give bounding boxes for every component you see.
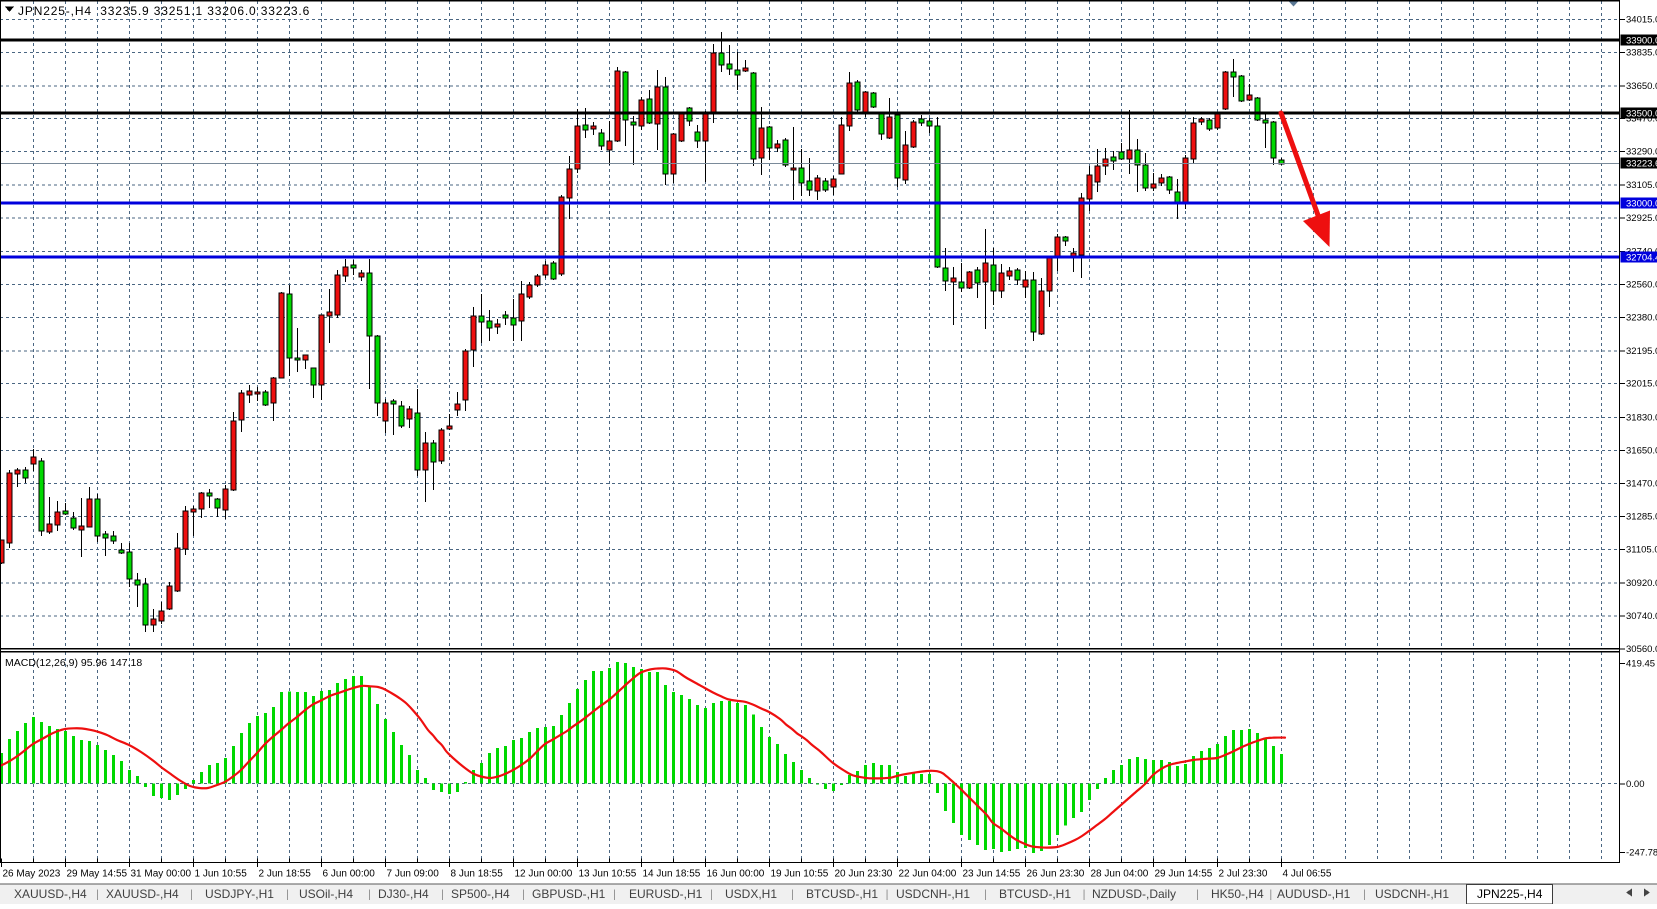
svg-text:28 Jun 04:00: 28 Jun 04:00 — [1091, 869, 1149, 880]
svg-text:7 Jun 09:00: 7 Jun 09:00 — [387, 869, 440, 880]
svg-text:12 Jun 00:00: 12 Jun 00:00 — [515, 869, 573, 880]
svg-text:23 Jun 14:55: 23 Jun 14:55 — [963, 869, 1021, 880]
svg-text:31650.0: 31650.0 — [1626, 446, 1657, 457]
svg-text:4 Jul 06:55: 4 Jul 06:55 — [1283, 869, 1332, 880]
svg-text:13 Jun 10:55: 13 Jun 10:55 — [579, 869, 637, 880]
svg-text:USOil-,H4: USOil-,H4 — [299, 887, 353, 901]
svg-text:|: | — [1363, 889, 1366, 901]
svg-text:|: | — [368, 889, 371, 901]
svg-text:32015.0: 32015.0 — [1626, 379, 1657, 390]
svg-text:BTCUSD-,H1: BTCUSD-,H1 — [806, 887, 878, 901]
svg-text:33900.0: 33900.0 — [1626, 36, 1657, 47]
svg-text:NZDUSD-,Daily: NZDUSD-,Daily — [1092, 887, 1176, 901]
svg-text:BTCUSD-,H1: BTCUSD-,H1 — [999, 887, 1071, 901]
svg-text:16 Jun 00:00: 16 Jun 00:00 — [707, 869, 765, 880]
svg-text:32925.0: 32925.0 — [1626, 213, 1657, 224]
svg-text:31285.0: 31285.0 — [1626, 512, 1657, 523]
svg-text:33105.0: 33105.0 — [1626, 180, 1657, 191]
svg-text:-247.78: -247.78 — [1626, 848, 1657, 859]
svg-text:|: | — [286, 889, 289, 901]
svg-text:33223.6: 33223.6 — [1626, 159, 1657, 170]
svg-text:2 Jul 23:30: 2 Jul 23:30 — [1219, 869, 1268, 880]
svg-text:|: | — [96, 889, 99, 901]
svg-text:32380.0: 32380.0 — [1626, 313, 1657, 324]
svg-text:30740.0: 30740.0 — [1626, 611, 1657, 622]
svg-text:32195.0: 32195.0 — [1626, 346, 1657, 357]
svg-text:EURUSD-,H1: EURUSD-,H1 — [629, 887, 703, 901]
svg-text:USDCNH-,H1: USDCNH-,H1 — [1375, 887, 1449, 901]
svg-text:33650.0: 33650.0 — [1626, 81, 1657, 92]
svg-text:USDJPY-,H1: USDJPY-,H1 — [205, 887, 274, 901]
svg-text:JPN225-,H4: JPN225-,H4 — [1477, 887, 1543, 901]
svg-text:29 Jun 14:55: 29 Jun 14:55 — [1155, 869, 1213, 880]
svg-text:20 Jun 23:30: 20 Jun 23:30 — [835, 869, 893, 880]
svg-text:33000.0: 33000.0 — [1626, 199, 1657, 210]
svg-text:29 May 14:55: 29 May 14:55 — [67, 869, 128, 880]
svg-text:MACD(12,26,9) 95.96 147.18: MACD(12,26,9) 95.96 147.18 — [5, 657, 142, 669]
svg-text:|: | — [791, 889, 794, 901]
svg-text:33500.0: 33500.0 — [1626, 108, 1657, 119]
svg-text:30920.0: 30920.0 — [1626, 578, 1657, 589]
svg-text:31 May 00:00: 31 May 00:00 — [131, 869, 192, 880]
svg-text:|: | — [1196, 889, 1199, 901]
svg-text:0.00: 0.00 — [1626, 779, 1645, 790]
svg-text:419.45: 419.45 — [1626, 659, 1655, 670]
svg-text:USDCNH-,H1: USDCNH-,H1 — [896, 887, 970, 901]
svg-text:GBPUSD-,H1: GBPUSD-,H1 — [532, 887, 606, 901]
svg-text:JPN225-,H4 33235.9 33251.1 33: JPN225-,H4 33235.9 33251.1 33206.0 33223… — [18, 4, 310, 18]
svg-text:|: | — [984, 889, 987, 901]
svg-text:30560.0: 30560.0 — [1626, 644, 1657, 655]
svg-text:|: | — [1269, 889, 1272, 901]
svg-text:|: | — [1083, 889, 1086, 901]
svg-text:XAUUSD-,H4: XAUUSD-,H4 — [106, 887, 179, 901]
svg-text:|: | — [522, 889, 525, 901]
svg-text:6 Jun 00:00: 6 Jun 00:00 — [323, 869, 376, 880]
svg-text:34015.0: 34015.0 — [1626, 15, 1657, 26]
svg-text:26 May 2023: 26 May 2023 — [3, 869, 61, 880]
svg-text:2 Jun 18:55: 2 Jun 18:55 — [259, 869, 312, 880]
svg-text:14 Jun 18:55: 14 Jun 18:55 — [643, 869, 701, 880]
svg-text:31105.0: 31105.0 — [1626, 545, 1657, 556]
svg-text:XAUUSD-,H4: XAUUSD-,H4 — [14, 887, 87, 901]
svg-text:32704.4: 32704.4 — [1626, 253, 1657, 264]
svg-text:|: | — [441, 889, 444, 901]
svg-text:AUDUSD-,H1: AUDUSD-,H1 — [1277, 887, 1351, 901]
svg-text:|: | — [190, 889, 193, 901]
svg-text:32560.0: 32560.0 — [1626, 280, 1657, 291]
svg-text:1 Jun 10:55: 1 Jun 10:55 — [195, 869, 248, 880]
svg-text:USDX,H1: USDX,H1 — [725, 887, 777, 901]
svg-text:HK50-,H4: HK50-,H4 — [1211, 887, 1264, 901]
svg-text:33835.0: 33835.0 — [1626, 48, 1657, 59]
svg-text:|: | — [710, 889, 713, 901]
svg-text:31470.0: 31470.0 — [1626, 479, 1657, 490]
svg-text:26 Jun 23:30: 26 Jun 23:30 — [1027, 869, 1085, 880]
svg-text:31830.0: 31830.0 — [1626, 413, 1657, 424]
svg-text:DJ30-,H4: DJ30-,H4 — [378, 887, 429, 901]
svg-text:19 Jun 10:55: 19 Jun 10:55 — [771, 869, 829, 880]
svg-text:SP500-,H4: SP500-,H4 — [451, 887, 510, 901]
svg-text:22 Jun 04:00: 22 Jun 04:00 — [899, 869, 957, 880]
svg-text:33290.0: 33290.0 — [1626, 147, 1657, 158]
svg-text:|: | — [886, 889, 889, 901]
svg-text:8 Jun 18:55: 8 Jun 18:55 — [451, 869, 504, 880]
svg-text:|: | — [613, 889, 616, 901]
